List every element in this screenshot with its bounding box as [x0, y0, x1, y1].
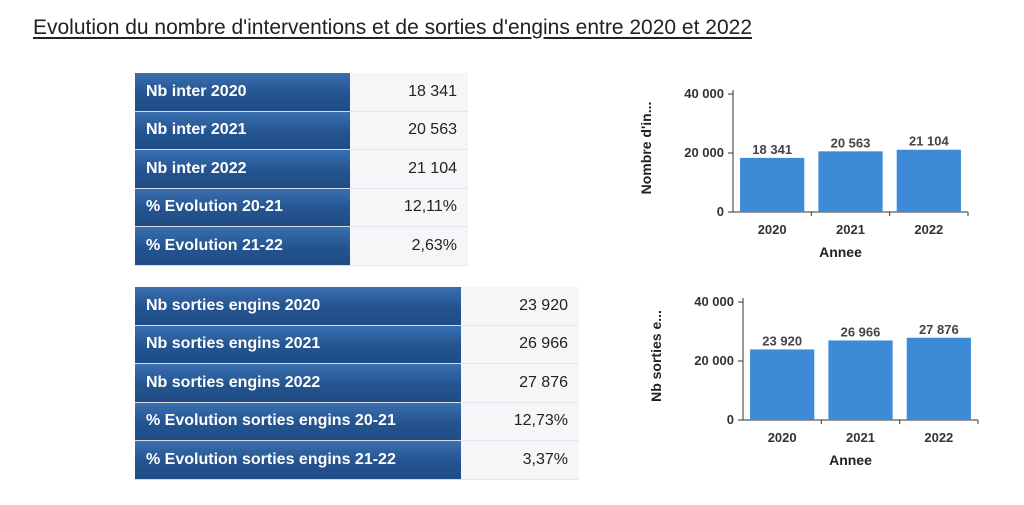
sorties-engins-table: Nb sorties engins 2020 23 920 Nb sorties…	[135, 287, 579, 480]
table-row: % Evolution sorties engins 21-22 3,37%	[135, 441, 579, 480]
bar	[818, 151, 883, 212]
bar-value-label: 27 876	[919, 322, 959, 337]
row-value: 21 104	[350, 150, 468, 189]
table-row: Nb sorties engins 2022 27 876	[135, 364, 579, 403]
row-label: % Evolution 20-21	[135, 188, 350, 227]
y-tick-label: 0	[727, 412, 734, 427]
table-row: Nb sorties engins 2021 26 966	[135, 325, 579, 364]
x-tick-label: 2022	[924, 430, 953, 445]
bar	[740, 157, 805, 212]
row-label: Nb sorties engins 2021	[135, 325, 461, 364]
x-tick-label: 2021	[846, 430, 875, 445]
sorties-engins-bar-chart: 0 20 000 40 000 23 920 2020 26 966 2021 27 876 2…	[648, 294, 979, 468]
row-value: 2,63%	[350, 227, 468, 266]
bar-value-label: 21 104	[909, 134, 950, 149]
row-value: 12,73%	[461, 402, 579, 441]
row-label: % Evolution sorties engins 21-22	[135, 441, 461, 480]
interventions-table: Nb inter 2020 18 341 Nb inter 2021 20 56…	[135, 73, 468, 266]
row-value: 23 920	[461, 287, 579, 326]
row-value: 3,37%	[461, 441, 579, 480]
row-value: 26 966	[461, 325, 579, 364]
interventions-bar-chart: 0 20 000 40 000 18 341 2020 20 563 2021 21 104 2…	[638, 86, 969, 260]
bar	[828, 340, 893, 420]
bar-value-label: 20 563	[831, 135, 871, 150]
row-label: % Evolution 21-22	[135, 227, 350, 266]
y-tick-label: 40 000	[694, 294, 734, 309]
bar	[750, 349, 815, 420]
bar-value-label: 23 920	[762, 333, 802, 348]
row-value: 12,11%	[350, 188, 468, 227]
row-label: Nb inter 2020	[135, 73, 350, 112]
row-label: Nb inter 2021	[135, 111, 350, 150]
table-row: Nb sorties engins 2020 23 920	[135, 287, 579, 326]
x-axis-title: Annee	[829, 452, 872, 468]
y-axis-title: Nombre d'in...	[638, 102, 654, 195]
row-label: Nb inter 2022	[135, 150, 350, 189]
row-value: 18 341	[350, 73, 468, 112]
y-tick-label: 20 000	[684, 145, 724, 160]
bar-value-label: 18 341	[752, 142, 792, 157]
x-tick-label: 2020	[758, 222, 787, 237]
table-row: % Evolution 21-22 2,63%	[135, 227, 468, 266]
x-tick-label: 2022	[914, 222, 943, 237]
row-value: 27 876	[461, 364, 579, 403]
page-title: Evolution du nombre d'interventions et d…	[33, 16, 752, 39]
x-axis-title: Annee	[819, 244, 862, 260]
table-row: Nb inter 2022 21 104	[135, 150, 468, 189]
row-value: 20 563	[350, 111, 468, 150]
x-tick-label: 2021	[836, 222, 865, 237]
x-tick-label: 2020	[768, 430, 797, 445]
y-tick-label: 40 000	[684, 86, 724, 101]
y-axis-title: Nb sorties e...	[648, 310, 664, 402]
table-row: % Evolution 20-21 12,11%	[135, 188, 468, 227]
row-label: Nb sorties engins 2020	[135, 287, 461, 326]
table-row: % Evolution sorties engins 20-21 12,73%	[135, 402, 579, 441]
bar-value-label: 26 966	[841, 324, 881, 339]
bar	[906, 337, 971, 420]
y-tick-label: 0	[717, 204, 724, 219]
row-label: Nb sorties engins 2022	[135, 364, 461, 403]
bar	[896, 149, 961, 212]
y-tick-label: 20 000	[694, 353, 734, 368]
table-row: Nb inter 2020 18 341	[135, 73, 468, 112]
row-label: % Evolution sorties engins 20-21	[135, 402, 461, 441]
table-row: Nb inter 2021 20 563	[135, 111, 468, 150]
